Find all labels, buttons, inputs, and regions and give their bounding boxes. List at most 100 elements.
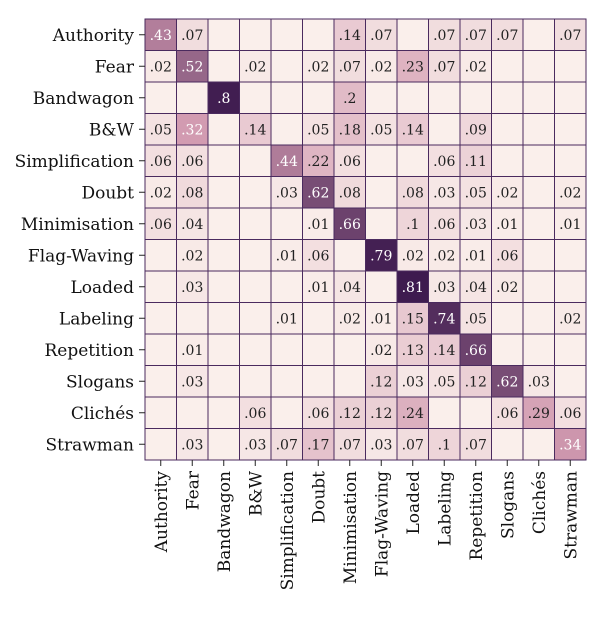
cell-value-label: .1 xyxy=(406,217,419,233)
cell-value-label: .06 xyxy=(559,406,581,422)
cell-value-label: .07 xyxy=(465,28,487,44)
cell-value-label: .32 xyxy=(181,122,203,138)
cell-value-label: .02 xyxy=(465,59,487,75)
heatmap-cell xyxy=(396,81,429,114)
heatmap-cell xyxy=(207,176,240,209)
cell-value-label: .06 xyxy=(150,217,172,233)
heatmap-cell xyxy=(554,18,587,51)
cell-value-label: .07 xyxy=(433,59,455,75)
x-tick-label: Clichés xyxy=(530,471,550,534)
cell-value-label: .03 xyxy=(181,280,203,296)
cell-value-label: .66 xyxy=(465,343,487,359)
heatmap-cell xyxy=(207,428,240,461)
heatmap-cell xyxy=(144,365,177,398)
heatmap-cell xyxy=(428,270,461,303)
heatmap-cell xyxy=(522,333,555,366)
heatmap-cell xyxy=(239,176,272,209)
heatmap-cell xyxy=(207,365,240,398)
heatmap-cell xyxy=(459,396,492,429)
cell-value-label: .02 xyxy=(307,59,329,75)
y-tick-label: Doubt xyxy=(81,183,134,203)
cell-value-label: .12 xyxy=(339,406,361,422)
heatmap-cell xyxy=(554,113,587,146)
y-tick-label: Flag-Waving xyxy=(28,246,134,266)
heatmap-cell xyxy=(239,365,272,398)
cell-value-label: .02 xyxy=(339,311,361,327)
heatmap-cell xyxy=(522,302,555,335)
cell-value-label: .07 xyxy=(339,59,361,75)
cell-value-label: .04 xyxy=(465,280,487,296)
cell-value-label: .24 xyxy=(402,406,424,422)
heatmap-cell xyxy=(270,270,303,303)
x-tick-label: Slogans xyxy=(498,471,518,539)
cell-value-label: .09 xyxy=(465,122,487,138)
x-tick-label: Doubt xyxy=(309,471,329,524)
cell-value-label: .02 xyxy=(370,59,392,75)
heatmap-cell xyxy=(428,81,461,114)
cell-value-label: .04 xyxy=(339,280,361,296)
cell-value-label: .06 xyxy=(433,154,455,170)
heatmap-cell xyxy=(365,333,398,366)
cell-value-label: .06 xyxy=(181,154,203,170)
heatmap-cell xyxy=(302,207,335,240)
x-tick-label: Labeling xyxy=(435,471,455,546)
heatmap-cell xyxy=(176,333,209,366)
heatmap-cell xyxy=(270,333,303,366)
heatmap-cell xyxy=(302,50,335,83)
cell-value-label: .07 xyxy=(465,437,487,453)
heatmap-cell xyxy=(176,113,209,146)
heatmap-cell xyxy=(554,302,587,335)
cell-value-label: .03 xyxy=(465,217,487,233)
cell-value-label: .02 xyxy=(150,185,172,201)
heatmap-cell xyxy=(522,428,555,461)
heatmap-cell xyxy=(302,428,335,461)
heatmap-cell xyxy=(428,428,461,461)
x-tick-label: Bandwagon xyxy=(215,471,235,572)
x-tick-label: Fear xyxy=(183,470,203,510)
heatmap-cell xyxy=(302,239,335,272)
x-tick-label: Minimisation xyxy=(341,471,361,584)
cell-value-label: .01 xyxy=(307,217,329,233)
y-tick-label: Simplification xyxy=(15,152,134,172)
heatmap-cell xyxy=(491,270,524,303)
cell-value-label: .02 xyxy=(496,280,518,296)
cell-value-label: .43 xyxy=(150,28,172,44)
heatmap-cell xyxy=(459,207,492,240)
cell-value-label: .02 xyxy=(181,248,203,264)
heatmap-cell xyxy=(522,50,555,83)
cell-value-label: .18 xyxy=(339,122,361,138)
heatmap-cell xyxy=(491,144,524,177)
heatmap-cell xyxy=(239,396,272,429)
heatmap-cell xyxy=(333,333,366,366)
heatmap-cell xyxy=(522,113,555,146)
heatmap-cell xyxy=(176,144,209,177)
heatmap-cell xyxy=(270,302,303,335)
cell-value-label: .07 xyxy=(276,437,298,453)
heatmap-cell xyxy=(176,396,209,429)
heatmap-cell xyxy=(365,81,398,114)
cell-value-label: .08 xyxy=(402,185,424,201)
cell-value-label: .07 xyxy=(433,28,455,44)
cell-value-label: .2 xyxy=(343,91,356,107)
x-tick-label: Strawman xyxy=(561,471,581,560)
heatmap-cell xyxy=(428,207,461,240)
heatmap-cell xyxy=(522,270,555,303)
x-tick-label: Authority xyxy=(152,471,172,554)
heatmap-cell xyxy=(365,365,398,398)
cell-value-label: .02 xyxy=(150,59,172,75)
cell-value-label: .79 xyxy=(370,248,392,264)
heatmap-cell xyxy=(554,50,587,83)
cell-value-label: .52 xyxy=(181,59,203,75)
heatmap-cell xyxy=(396,302,429,335)
heatmap-cell xyxy=(144,207,177,240)
cell-value-label: .14 xyxy=(402,122,424,138)
heatmap-cell xyxy=(522,207,555,240)
cell-value-label: .44 xyxy=(276,154,298,170)
cell-value-label: .03 xyxy=(402,374,424,390)
cell-value-label: .02 xyxy=(559,311,581,327)
y-tick-label: Slogans xyxy=(66,372,134,392)
heatmap-cell xyxy=(270,50,303,83)
heatmap-cell xyxy=(207,333,240,366)
heatmap-cell xyxy=(522,81,555,114)
heatmap-cell xyxy=(459,113,492,146)
